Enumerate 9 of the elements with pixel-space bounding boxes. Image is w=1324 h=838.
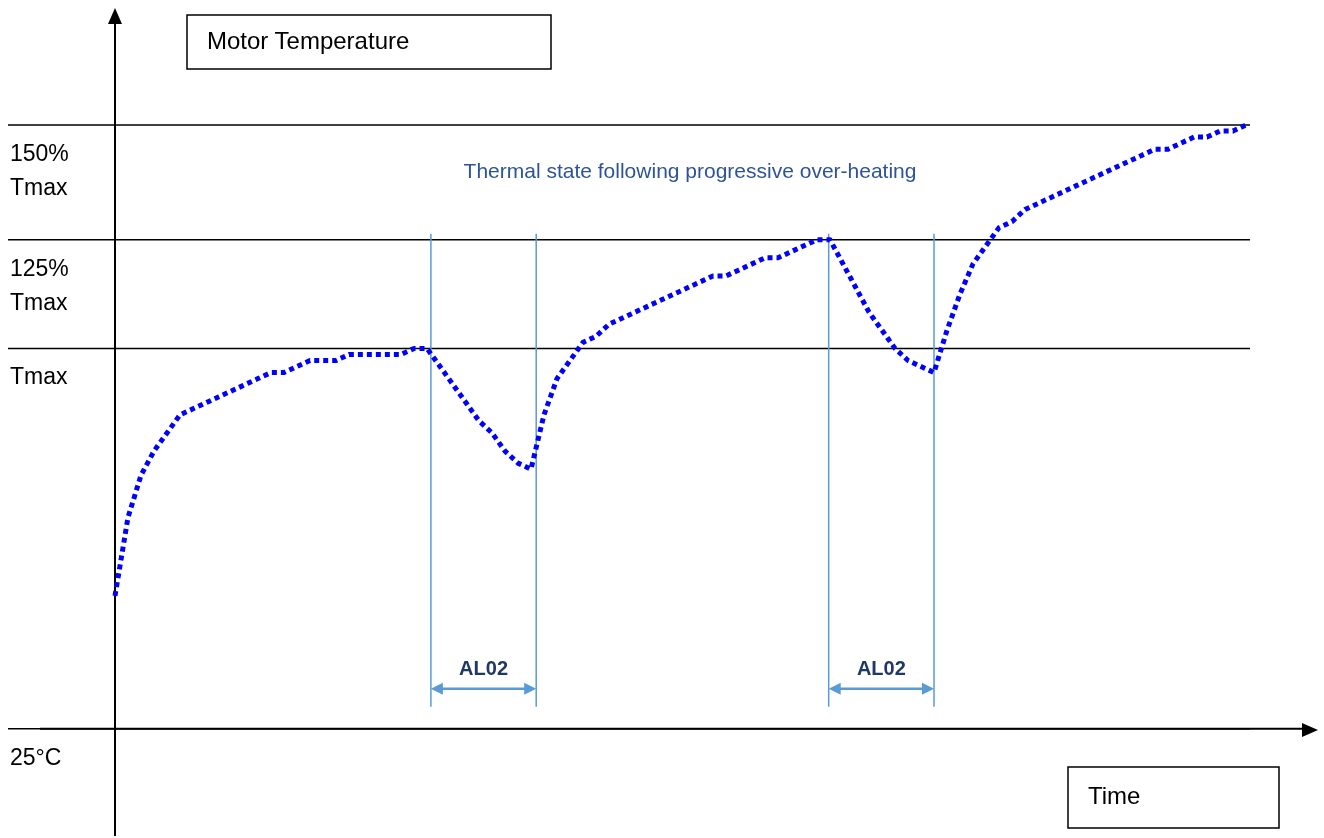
ref-line-label: 25°C bbox=[10, 743, 62, 770]
ref-line-label: Tmax bbox=[10, 363, 68, 390]
x-axis-title: Time bbox=[1088, 782, 1141, 810]
ref-line-label: 150% Tmax bbox=[10, 140, 69, 200]
annotation: AL02 bbox=[856, 656, 906, 679]
annotation: Thermal state following progressive over-heating bbox=[463, 159, 917, 182]
chart-title: Motor Temperature bbox=[207, 26, 410, 54]
ref-line-label: 125% Tmax bbox=[10, 254, 69, 315]
annotation: AL02 bbox=[459, 656, 508, 679]
